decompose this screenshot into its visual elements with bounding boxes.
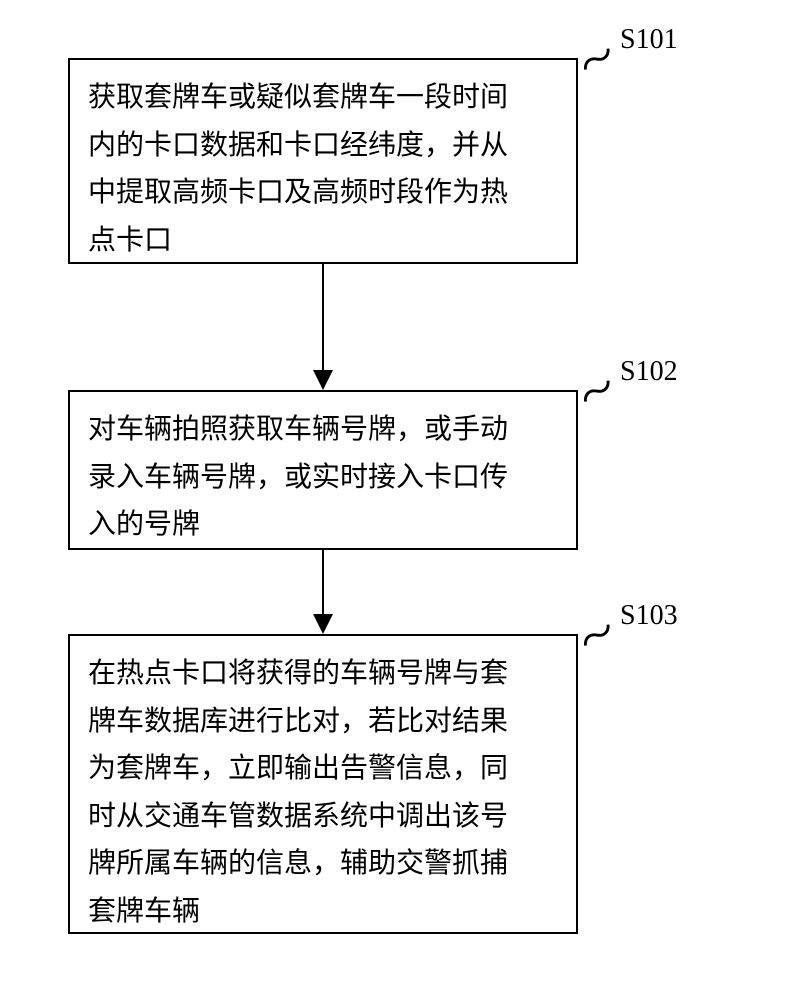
step-text-line: 入的号牌 — [88, 501, 558, 549]
flowchart-canvas: S101 〜 获取套牌车或疑似套牌车一段时间 内的卡口数据和卡口经纬度，并从 中… — [0, 0, 798, 1000]
step-text-line: 牌车数据库进行比对，若比对结果 — [88, 698, 558, 746]
step-text-line: 在热点卡口将获得的车辆号牌与套 — [88, 650, 558, 698]
step-text-line: 获取套牌车或疑似套牌车一段时间 — [88, 74, 558, 122]
step-text-line: 时从交通车管数据系统中调出该号 — [88, 793, 558, 841]
step-text-line: 牌所属车辆的信息，辅助交警抓捕 — [88, 840, 558, 888]
step-text-line: 点卡口 — [88, 217, 558, 265]
step-text-line: 录入车辆号牌，或实时接入卡口传 — [88, 454, 558, 502]
arrow-s101-s102 — [303, 264, 343, 390]
step-box-s103: 在热点卡口将获得的车辆号牌与套 牌车数据库进行比对，若比对结果 为套牌车，立即输… — [68, 634, 578, 934]
step-label-s103: S103 — [620, 600, 678, 632]
step-text-line: 套牌车辆 — [88, 888, 558, 936]
step-label-s102: S102 — [620, 356, 678, 388]
step-text-line: 中提取高频卡口及高频时段作为热 — [88, 169, 558, 217]
step-box-s101: 获取套牌车或疑似套牌车一段时间 内的卡口数据和卡口经纬度，并从 中提取高频卡口及… — [68, 58, 578, 264]
step-label-s101: S101 — [620, 24, 678, 56]
step-text-line: 内的卡口数据和卡口经纬度，并从 — [88, 122, 558, 170]
arrow-s102-s103 — [303, 550, 343, 634]
step-text-line: 为套牌车，立即输出告警信息，同 — [88, 745, 558, 793]
step-text-line: 对车辆拍照获取车辆号牌，或手动 — [88, 406, 558, 454]
step-box-s102: 对车辆拍照获取车辆号牌，或手动 录入车辆号牌，或实时接入卡口传 入的号牌 — [68, 390, 578, 550]
